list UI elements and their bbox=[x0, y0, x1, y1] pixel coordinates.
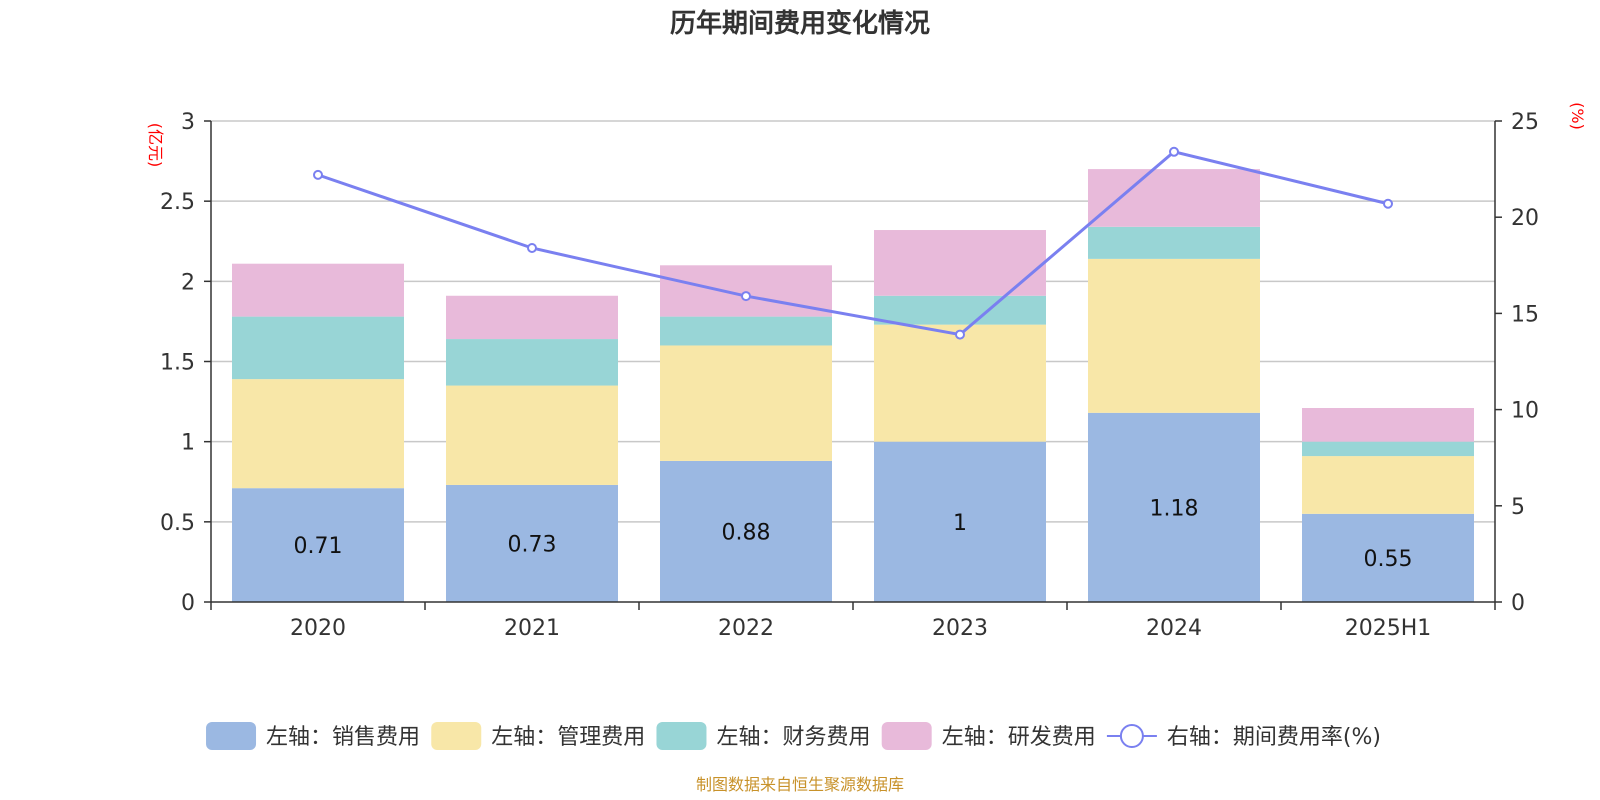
legend-swatch bbox=[206, 722, 257, 750]
right-tick-label: 0 bbox=[1511, 591, 1525, 616]
bar-segment bbox=[446, 295, 618, 340]
legend-label: 左轴：管理费用 bbox=[491, 725, 645, 750]
left-tick-label: 2 bbox=[181, 270, 195, 295]
bar-segment bbox=[1302, 513, 1474, 602]
bar-value-label: 0.71 bbox=[294, 534, 343, 559]
bar-value-label: 1 bbox=[953, 511, 967, 536]
bar-segment bbox=[1302, 441, 1474, 457]
bar-segment bbox=[232, 379, 404, 489]
legend-label: 左轴：财务费用 bbox=[716, 725, 870, 750]
rate-line bbox=[317, 150, 1389, 337]
legend-label: 左轴：研发费用 bbox=[942, 725, 1096, 750]
x-tick-label: 2024 bbox=[1146, 616, 1202, 641]
bar-value-label: 0.55 bbox=[1364, 547, 1413, 572]
legend-swatch-marker bbox=[1119, 724, 1144, 748]
x-tick-label: 2025H1 bbox=[1345, 616, 1432, 641]
bar-segment bbox=[874, 324, 1046, 442]
bar-value-label: 1.18 bbox=[1150, 496, 1199, 521]
left-tick-label: 1.5 bbox=[160, 351, 195, 376]
bar-segment bbox=[232, 488, 404, 602]
right-tick-label: 25 bbox=[1511, 110, 1539, 135]
bar-value-label: 0.88 bbox=[722, 520, 771, 545]
x-tick-label: 2021 bbox=[504, 616, 560, 641]
right-axis-unit: (%) bbox=[1568, 102, 1587, 130]
grid-lines bbox=[211, 120, 1495, 523]
bar-segment bbox=[874, 441, 1046, 602]
right-tick-label: 10 bbox=[1511, 399, 1539, 424]
rate-point bbox=[527, 242, 537, 253]
right-tick-label: 20 bbox=[1511, 206, 1539, 231]
legend-swatch bbox=[881, 722, 932, 750]
bar-segment bbox=[446, 339, 618, 386]
bars-group: 0.71 0.73 0.88 1 1.18 0.55 bbox=[232, 169, 1474, 602]
left-tick-label: 2.5 bbox=[160, 190, 195, 215]
rate-point bbox=[1383, 198, 1393, 209]
rate-point bbox=[1169, 146, 1179, 157]
left-tick-label: 0.5 bbox=[160, 511, 195, 536]
x-tick-label: 2022 bbox=[718, 616, 774, 641]
rate-point bbox=[313, 169, 323, 180]
bar-segment bbox=[446, 385, 618, 485]
legend-swatch bbox=[656, 722, 707, 750]
left-tick-label: 3 bbox=[181, 110, 195, 135]
bar-segment bbox=[660, 460, 832, 602]
bar-segment bbox=[232, 263, 404, 317]
axes-group: 0 0.5 1 1.5 2 2.5 3 0 5 10 15 20 25 2020 2021 2022 2023 2… bbox=[160, 110, 1539, 641]
rate-point bbox=[955, 329, 965, 340]
bar-segment bbox=[660, 345, 832, 461]
bar-segment bbox=[874, 230, 1046, 296]
bar-segment bbox=[446, 484, 618, 602]
left-axis-unit: (亿元) bbox=[146, 123, 165, 168]
bar-value-label: 0.73 bbox=[508, 532, 557, 557]
bar-segment bbox=[1302, 456, 1474, 514]
x-tick-label: 2023 bbox=[932, 616, 988, 641]
rate-line-group bbox=[313, 146, 1393, 340]
right-tick-label: 5 bbox=[1511, 495, 1525, 520]
chart-title: 历年期间费用变化情况 bbox=[670, 8, 930, 39]
bar-segment bbox=[1088, 226, 1260, 259]
bar-segment bbox=[874, 295, 1046, 325]
right-tick-label: 15 bbox=[1511, 302, 1539, 327]
legend: 左轴：销售费用 左轴：管理费用 左轴：财务费用 左轴：研发费用 右轴：期间费用率(%) bbox=[206, 722, 1381, 750]
bar-segment bbox=[1302, 407, 1474, 442]
bar-segment bbox=[1088, 412, 1260, 602]
legend-swatch bbox=[431, 722, 482, 750]
bar-segment bbox=[660, 316, 832, 346]
left-tick-label: 0 bbox=[181, 591, 195, 616]
rate-point bbox=[741, 291, 751, 302]
bar-segment bbox=[232, 316, 404, 380]
source-note: 制图数据来自恒生聚源数据库 bbox=[696, 775, 904, 794]
bar-segment bbox=[1088, 169, 1260, 227]
legend-label: 右轴：期间费用率(%) bbox=[1167, 725, 1381, 750]
x-tick-label: 2020 bbox=[290, 616, 346, 641]
legend-label: 左轴：销售费用 bbox=[266, 725, 420, 750]
bar-segment bbox=[1088, 258, 1260, 413]
bar-segment bbox=[660, 265, 832, 317]
left-tick-label: 1 bbox=[181, 431, 195, 456]
